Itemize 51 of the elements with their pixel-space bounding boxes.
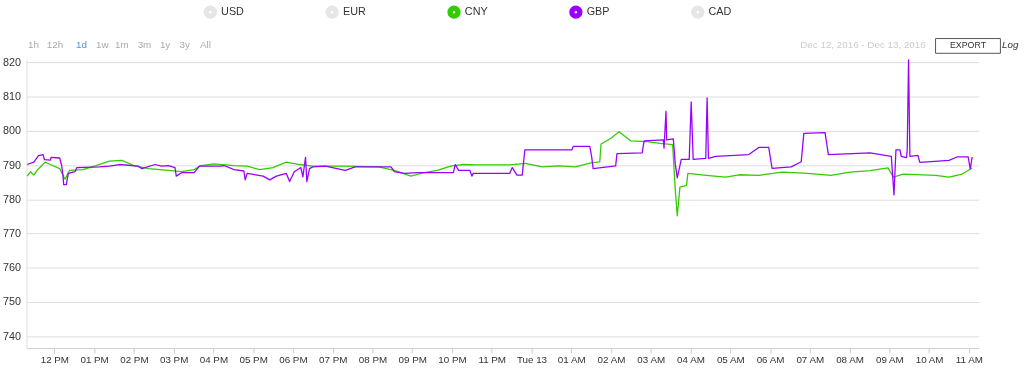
y-tick-label: 790 xyxy=(3,158,22,171)
x-tick-label: 02 PM xyxy=(120,354,149,366)
y-tick-label: 780 xyxy=(3,192,22,205)
x-tick-label: 11 PM xyxy=(478,354,507,366)
legend-label: USD xyxy=(221,5,245,18)
x-tick-label: 10 AM xyxy=(915,354,944,366)
text: 1h xyxy=(27,39,39,51)
y-tick-label: 810 xyxy=(3,90,22,103)
x-tick-label: 08 AM xyxy=(836,354,864,366)
x-tick-label: 04 AM xyxy=(677,354,705,366)
y-tick-label: 740 xyxy=(3,329,22,342)
x-tick-label: Tue 13 xyxy=(516,354,548,366)
x-tick-label: 01 PM xyxy=(80,354,109,366)
x-tick-label: 06 PM xyxy=(279,354,308,366)
legend-label: EUR xyxy=(342,5,366,18)
y-tick-label: 800 xyxy=(3,124,22,137)
x-tick-label: 03 AM xyxy=(637,354,666,366)
x-tick-label: 09 AM xyxy=(875,354,904,366)
x-tick-label: 03 PM xyxy=(159,354,189,366)
x-tick-label: 12 PM xyxy=(40,354,70,366)
y-tick-label: 770 xyxy=(3,227,22,240)
x-tick-label: 08 PM xyxy=(358,354,388,366)
x-tick-label: 10 PM xyxy=(438,354,467,366)
text: 1y xyxy=(159,39,171,51)
line-series xyxy=(26,59,973,196)
text: 1d xyxy=(76,39,88,51)
x-tick-label: 02 AM xyxy=(597,354,626,366)
x-tick-label: 07 AM xyxy=(796,354,825,366)
y-tick-label: 750 xyxy=(3,295,22,308)
text: 1w xyxy=(95,39,110,51)
y-tick-label: 760 xyxy=(3,261,22,274)
x-tick-label: 01 AM xyxy=(557,354,586,366)
x-tick-label: 09 PM xyxy=(398,354,427,366)
text: All xyxy=(199,39,211,51)
text: 3y xyxy=(179,39,191,51)
line-series xyxy=(26,131,973,217)
text: EXPORT xyxy=(949,40,987,51)
text: 1m xyxy=(115,39,129,51)
x-tick-label: 06 AM xyxy=(756,354,785,366)
y-tick-label: 820 xyxy=(3,56,22,69)
x-tick-label: 07 PM xyxy=(318,354,348,366)
legend-label: GBP xyxy=(586,5,610,18)
x-tick-label: 05 PM xyxy=(239,354,268,366)
x-tick-label: 04 PM xyxy=(199,354,229,366)
text: 12h xyxy=(46,39,64,51)
legend-label: CAD xyxy=(708,5,732,18)
text: 3m xyxy=(137,39,152,51)
x-tick-label: 05 AM xyxy=(716,354,745,366)
legend-label: CNY xyxy=(464,5,488,18)
x-tick-label: 11 AM xyxy=(955,354,983,366)
text: Log xyxy=(1002,39,1019,51)
